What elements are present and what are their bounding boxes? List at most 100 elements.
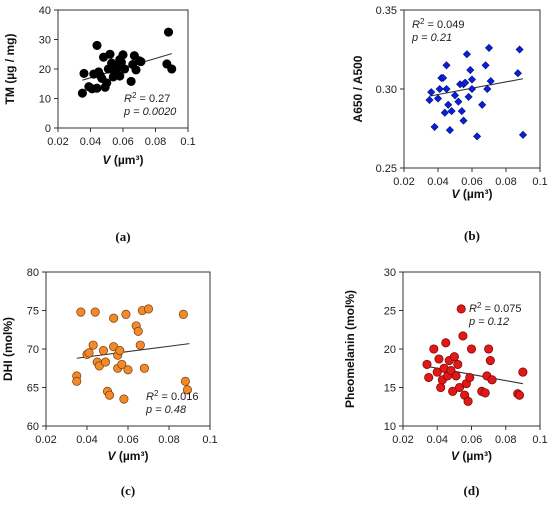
x-tick-label: 0.08 [495, 434, 516, 446]
data-point [466, 344, 477, 354]
data-point [454, 382, 465, 393]
data-point [120, 64, 130, 74]
data-point [77, 88, 87, 98]
data-point [121, 309, 131, 319]
data-point [76, 307, 86, 317]
chart-panel-1: 0.02 0.04 0.06 0.08 0.1 0 10 20 30 40 TM (µg / mg)… [3, 5, 196, 244]
x-tick-label: 0.06 [461, 434, 482, 446]
data-point [441, 338, 451, 348]
data-point [435, 84, 444, 94]
chart-panel-2: 0.02 0.04 0.06 0.08 0.1 0.25 0.30 0.35 A650 / A5… [351, 5, 548, 243]
data-point [115, 71, 125, 81]
data-point [436, 382, 446, 393]
data-point [92, 83, 102, 93]
y-tick-label: 25 [384, 306, 396, 318]
data-point [167, 64, 177, 74]
y-tick-label: 20 [384, 344, 396, 356]
data-point [484, 43, 494, 52]
data-point [484, 344, 494, 354]
x-axis-label: V (µm³) [451, 449, 492, 463]
data-point [90, 307, 100, 317]
y-tick-label: 70 [27, 344, 39, 356]
x-tick-label: 0.06 [461, 176, 482, 188]
data-point [427, 88, 436, 97]
data-point [430, 122, 439, 131]
y-tick-label: 10 [39, 94, 51, 106]
data-point [514, 390, 524, 400]
data-point [79, 68, 89, 78]
data-point [178, 309, 188, 319]
x-tick-label: 0.04 [427, 434, 448, 446]
data-point [449, 352, 459, 362]
data-point [102, 78, 112, 88]
x-tick-label: 0.02 [393, 176, 414, 188]
y-tick-label: 60 [27, 421, 39, 433]
x-axis-label: V (µm³) [452, 187, 493, 201]
y-tick-label: 15 [384, 383, 396, 395]
y-tick-label: 30 [39, 35, 51, 47]
x-tick-label: 0.02 [35, 434, 56, 446]
y-axis-label: Pheomelanin (mol%) [343, 290, 357, 408]
data-point [442, 61, 451, 70]
p-value-label: p = 0.12 [468, 316, 509, 328]
data-point [450, 91, 460, 100]
data-point [485, 355, 495, 366]
data-point [139, 363, 149, 373]
panel-label: (d) [464, 483, 480, 498]
y-tick-label: 0 [45, 123, 51, 135]
data-point [458, 331, 468, 341]
x-tick-label: 0.04 [427, 176, 448, 188]
r-squared-label: R2 = 0.049 [412, 17, 464, 32]
data-point [180, 376, 190, 386]
data-point [429, 344, 439, 354]
x-axis-label: V (µm³) [103, 153, 144, 167]
data-point [422, 359, 432, 369]
y-tick-label: 0.25 [376, 163, 397, 175]
x-tick-label: 0.08 [158, 434, 179, 446]
y-axis-label: TM (µg / mg) [3, 34, 17, 105]
data-point [135, 340, 145, 350]
data-point [462, 50, 471, 59]
data-point [115, 345, 125, 356]
data-point [461, 78, 470, 87]
data-point [464, 92, 473, 101]
data-point [182, 385, 192, 395]
panel-label: (a) [115, 229, 130, 244]
data-point [447, 107, 456, 116]
data-point [434, 354, 444, 364]
chart-panel-3: 0.02 0.04 0.06 0.08 0.1 60 65 70 75 80 DHI (mol%) V… [1, 267, 218, 498]
x-tick-label: 0.08 [145, 136, 166, 148]
data-point [123, 365, 133, 375]
data-point [463, 396, 473, 406]
data-point [92, 40, 102, 50]
data-point [456, 304, 466, 314]
data-point [84, 348, 94, 358]
data-point [105, 390, 115, 400]
data-point [440, 108, 449, 117]
data-point [433, 94, 443, 103]
data-point [454, 97, 463, 106]
y-tick-label: 80 [27, 267, 39, 279]
data-point [117, 359, 127, 369]
x-tick-label: 0.06 [112, 136, 133, 148]
x-tick-label: 0.1 [202, 434, 217, 446]
chart-panel-4: 0.02 0.04 0.06 0.08 0.1 10 15 20 25 30 Pheomelanin… [343, 267, 548, 498]
y-tick-label: 65 [27, 383, 39, 395]
data-point [487, 375, 497, 385]
r-squared-label: R2 = 0.016 [146, 389, 198, 404]
data-point [481, 61, 490, 70]
y-axis-label: A650 / A500 [351, 55, 365, 122]
data-point [445, 126, 454, 135]
data-point [432, 367, 442, 377]
data-point [439, 73, 448, 82]
r-squared-label: R2 = 0.27 [124, 91, 170, 106]
data-point [483, 84, 492, 94]
y-axis-label: DHI (mol%) [1, 317, 15, 381]
data-point [72, 376, 82, 386]
data-point [100, 357, 110, 367]
panel-label: (b) [464, 228, 480, 243]
x-axis-label: V (µm³) [108, 449, 149, 463]
data-point [478, 100, 487, 109]
data-point [513, 69, 522, 78]
data-point [518, 367, 528, 377]
